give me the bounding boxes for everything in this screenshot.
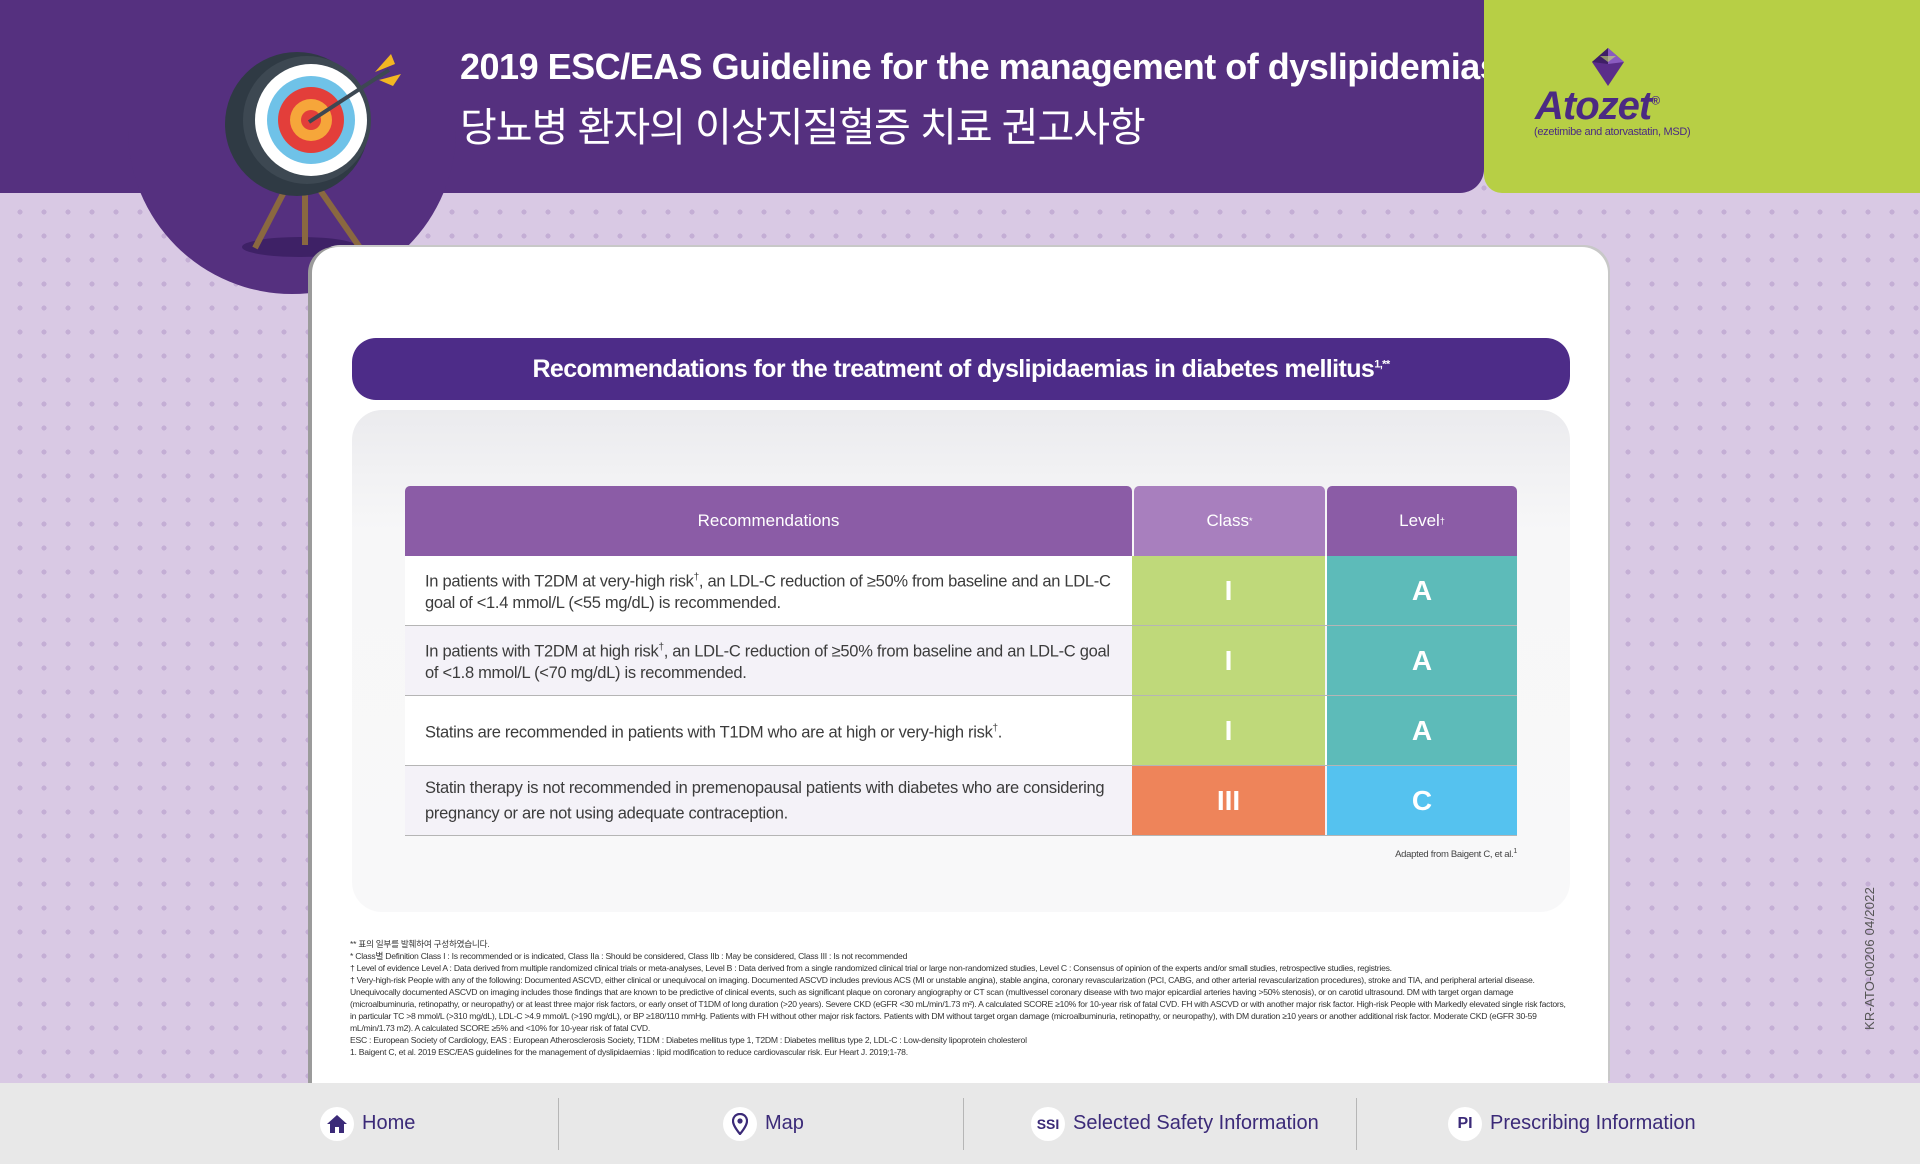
pi-badge-icon: PI xyxy=(1448,1106,1482,1141)
nav-ssi-button[interactable]: SSI Selected Safety Information xyxy=(1031,1083,1319,1164)
recommendation-cell: Statins are recommended in patients with… xyxy=(425,722,1003,742)
section-title: Recommendations for the treatment of dys… xyxy=(532,354,1390,383)
level-cell: A xyxy=(1327,626,1517,695)
nav-home-button[interactable]: Home xyxy=(320,1083,415,1164)
brand-logo: Atozet® xyxy=(1535,84,1660,128)
footnote-risk-definition: † Very-high-risk People with any of the … xyxy=(350,975,1566,1033)
table-row: In patients with T2DM at high risk†, an … xyxy=(405,626,1517,696)
footnote-class-definition: * Class별 Definition Class I : Is recomme… xyxy=(350,951,908,961)
footnote-korean: ** 표의 일부를 발췌하여 구성하였습니다. xyxy=(350,939,490,949)
table-row: Statin therapy is not recommended in pre… xyxy=(405,766,1517,836)
document-code: KR-ATO-00206 04/2022 xyxy=(1862,887,1877,1030)
brand-subtitle: (ezetimibe and atorvastatin, MSD) xyxy=(1534,126,1691,138)
class-cell: I xyxy=(1132,556,1325,625)
level-cell: C xyxy=(1327,766,1517,835)
footnote-level-definition: † Level of evidence Level A : Data deriv… xyxy=(350,963,1392,973)
nav-divider xyxy=(558,1098,559,1150)
bottom-navigation: Home Map SSI Selected Safety Information… xyxy=(0,1083,1920,1164)
table-row: Statins are recommended in patients with… xyxy=(405,696,1517,766)
column-header-recommendations: Recommendations xyxy=(405,486,1132,556)
brand-gem-icon xyxy=(1592,48,1624,86)
recommendation-cell: Statin therapy is not recommended in pre… xyxy=(425,778,1105,823)
section-header: Recommendations for the treatment of dys… xyxy=(352,338,1570,400)
adapted-note: Adapted from Baigent C, et al.1 xyxy=(1395,848,1517,861)
brand-box xyxy=(1484,0,1920,193)
home-icon xyxy=(320,1106,354,1141)
page-title: 2019 ESC/EAS Guideline for the managemen… xyxy=(460,46,1500,87)
class-cell: I xyxy=(1132,626,1325,695)
nav-divider xyxy=(1356,1098,1357,1150)
page-subtitle: 당뇨병 환자의 이상지질혈증 치료 권고사항 xyxy=(460,106,1146,150)
class-cell: I xyxy=(1132,696,1325,765)
recommendation-cell: In patients with T2DM at high risk†, an … xyxy=(425,641,1110,683)
map-pin-icon xyxy=(723,1106,757,1141)
recommendation-cell: In patients with T2DM at very-high risk†… xyxy=(425,571,1111,613)
column-header-class: Class * xyxy=(1134,486,1325,556)
nav-divider xyxy=(963,1098,964,1150)
nav-map-label: Map xyxy=(765,1112,804,1134)
target-icon xyxy=(225,52,401,257)
level-cell: A xyxy=(1327,556,1517,625)
footnote-abbreviations: ESC : European Society of Cardiology, EA… xyxy=(350,1035,1027,1045)
footnotes: ** 표의 일부를 발췌하여 구성하였습니다. * Class별 Definit… xyxy=(350,938,1570,1058)
level-cell: A xyxy=(1327,696,1517,765)
table-row: In patients with T2DM at very-high risk†… xyxy=(405,556,1517,626)
nav-home-label: Home xyxy=(362,1112,416,1134)
nav-pi-label: Prescribing Information xyxy=(1490,1112,1696,1134)
column-header-level: Level † xyxy=(1327,486,1517,556)
class-cell: III xyxy=(1132,766,1325,835)
nav-ssi-label: Selected Safety Information xyxy=(1073,1112,1319,1134)
nav-map-button[interactable]: Map xyxy=(723,1083,804,1164)
ssi-badge-icon: SSI xyxy=(1031,1106,1065,1141)
nav-pi-button[interactable]: PI Prescribing Information xyxy=(1448,1083,1696,1164)
footnote-reference: 1. Baigent C, et al. 2019 ESC/EAS guidel… xyxy=(350,1047,908,1057)
